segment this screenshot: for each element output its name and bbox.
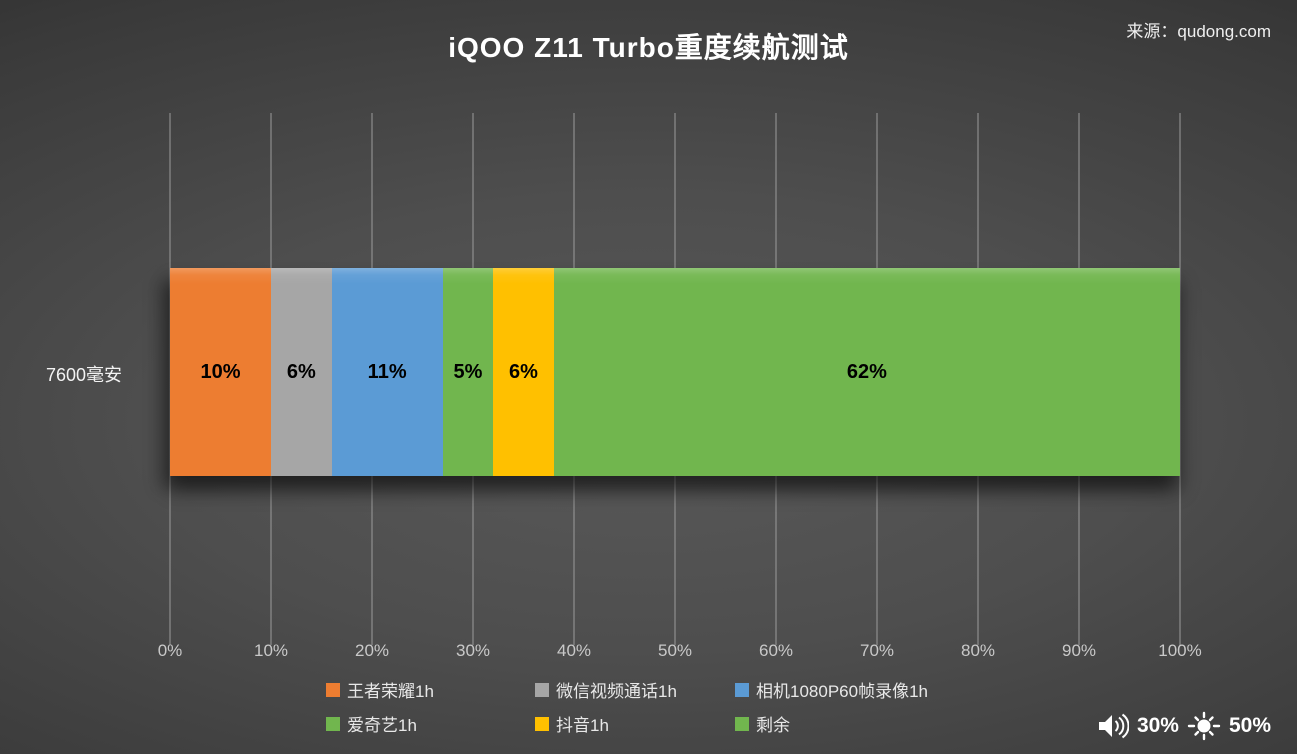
volume-value: 30% <box>1136 714 1179 737</box>
x-axis: 0% 10% 20% 30% 40% 50% 60% 70% 80% 90% 100% <box>158 641 1202 665</box>
x-axis-tick-label: 20% <box>354 641 390 660</box>
bar-segment-微信视频通话1h: 6% <box>271 268 332 476</box>
legend-item: 剩余 <box>735 713 1035 735</box>
category-label: 7600毫安 <box>46 365 123 385</box>
stacked-bar: 10% 6% 11% 5% 6% 62% <box>170 268 1180 476</box>
legend-item: 微信视频通话1h <box>535 679 735 701</box>
gridline <box>1179 113 1181 645</box>
bar-segment-王者荣耀1h: 10% <box>170 268 271 476</box>
x-axis-tick-label: 10% <box>253 641 289 660</box>
bar-segment-value: 6% <box>286 360 316 383</box>
bar-segment-相机1080P60帧录像1h: 11% <box>331 268 443 476</box>
legend-item: 相机1080P60帧录像1h <box>735 679 1035 701</box>
brightness-value: 50% <box>1228 714 1271 737</box>
legend-marker <box>326 682 340 697</box>
bar-segment-爱奇艺1h: 5% <box>442 268 494 476</box>
legend-item: 抖音1h <box>535 713 735 735</box>
legend-marker <box>535 716 549 731</box>
x-axis-tick-label: 0% <box>157 641 183 660</box>
legend-label: 微信视频通话1h <box>556 682 677 701</box>
legend-marker <box>326 716 340 731</box>
legend-marker <box>535 682 549 697</box>
legend-label: 抖音1h <box>556 716 609 735</box>
x-axis-tick-label: 80% <box>960 641 996 660</box>
x-axis-tick-label: 30% <box>455 641 491 660</box>
chart-title: iQOO Z11 Turbo重度续航测试 <box>448 32 849 63</box>
legend-label: 爱奇艺1h <box>347 716 417 735</box>
bar-segment-value: 10% <box>200 360 241 383</box>
bar-segment-value: 5% <box>453 360 483 383</box>
volume-icon <box>1098 712 1129 740</box>
status-bar: 30% 50% <box>1098 707 1271 745</box>
legend-label: 相机1080P60帧录像1h <box>756 682 928 701</box>
x-axis-tick-label: 50% <box>657 641 693 660</box>
x-axis-tick-label: 100% <box>1158 641 1202 660</box>
x-axis-tick-label: 60% <box>758 641 794 660</box>
legend-marker <box>735 716 749 731</box>
bar-segment-value: 62% <box>846 360 887 383</box>
bar-segment-抖音1h: 6% <box>493 268 554 476</box>
bar-segment-剩余: 62% <box>553 268 1180 476</box>
brightness-icon <box>1187 711 1221 741</box>
x-axis-tick-label: 90% <box>1061 641 1097 660</box>
legend-item: 爱奇艺1h <box>326 713 535 735</box>
legend-item: 王者荣耀1h <box>326 679 535 701</box>
legend-label: 王者荣耀1h <box>347 682 434 701</box>
legend-marker <box>735 682 749 697</box>
bar-segment-value: 6% <box>509 360 538 383</box>
x-axis-tick-label: 70% <box>859 641 895 660</box>
legend-label: 剩余 <box>756 716 790 735</box>
x-axis-tick-label: 40% <box>556 641 592 660</box>
bar-segment-value: 11% <box>367 360 407 383</box>
source-attribution: 来源：qudong.com <box>1126 22 1271 41</box>
legend: 王者荣耀1h 微信视频通话1h 相机1080P60帧录像1h 爱奇艺1h 抖音1h 剩余 <box>326 679 1035 735</box>
